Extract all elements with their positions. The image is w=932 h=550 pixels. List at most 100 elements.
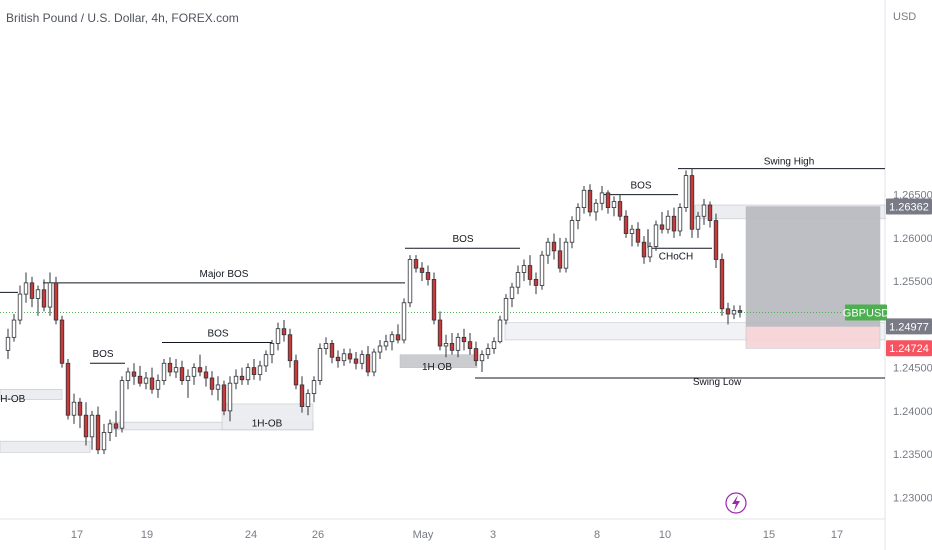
- candle-body: [581, 189, 587, 209]
- candle-body: [689, 175, 695, 230]
- candle-body: [161, 362, 167, 381]
- candle-body: [731, 310, 737, 315]
- candle: [209, 371, 215, 396]
- candle-body: [623, 215, 629, 234]
- candle: [113, 410, 119, 437]
- candle: [353, 352, 359, 370]
- candle: [71, 393, 77, 424]
- candle: [137, 365, 143, 387]
- candle-body: [173, 367, 179, 373]
- candle-body: [245, 367, 251, 381]
- candle-body: [203, 371, 209, 379]
- candle: [635, 222, 641, 247]
- candle-body: [377, 345, 383, 353]
- candle-body: [233, 375, 239, 384]
- candle: [647, 242, 653, 263]
- candle: [683, 170, 689, 212]
- candle-body: [557, 250, 563, 269]
- lightning-icon[interactable]: [725, 492, 747, 514]
- candle-body: [383, 341, 389, 347]
- x-tick-label: 15: [763, 529, 775, 541]
- candle-body: [365, 354, 371, 373]
- candle: [215, 376, 221, 401]
- candle-body: [659, 224, 665, 230]
- candle-body: [611, 201, 617, 208]
- annotation-label: CHoCH: [659, 252, 693, 263]
- candle: [401, 298, 407, 344]
- candle: [545, 237, 551, 264]
- candle: [305, 389, 311, 416]
- candle-body: [305, 393, 311, 407]
- candle: [611, 196, 617, 217]
- annotation-label: Swing Low: [693, 377, 742, 388]
- candle: [395, 324, 401, 344]
- candle: [701, 198, 707, 225]
- annotation-label: BOS: [452, 234, 473, 245]
- candle: [557, 237, 563, 273]
- candle-body: [719, 259, 725, 310]
- price-label-text: GBPUSD: [843, 308, 890, 320]
- candle: [533, 272, 539, 295]
- candle-body: [563, 241, 569, 269]
- price-label-tag: [886, 198, 932, 215]
- candle-body: [587, 189, 593, 213]
- candle-body: [449, 343, 455, 351]
- order-block-zone: [0, 440, 91, 453]
- candle-body: [737, 310, 743, 313]
- y-tick-label: 1.24000: [893, 406, 932, 418]
- candle-body: [107, 423, 113, 433]
- candle: [383, 334, 389, 351]
- candle: [617, 194, 623, 221]
- candle: [563, 237, 569, 273]
- candle-body: [485, 348, 491, 356]
- candle: [389, 331, 395, 351]
- candle-body: [533, 278, 539, 286]
- candle: [41, 279, 47, 312]
- candle-body: [347, 353, 353, 360]
- candle: [251, 358, 257, 380]
- candle: [329, 339, 335, 364]
- x-tick-label: May: [413, 529, 434, 541]
- candle-body: [677, 207, 683, 232]
- candle: [443, 334, 449, 358]
- candle-body: [83, 414, 89, 438]
- x-tick-label: 26: [312, 529, 324, 541]
- candle-body: [11, 319, 17, 338]
- candle-body: [509, 286, 515, 299]
- candle-body: [95, 414, 101, 451]
- candle-body: [71, 401, 77, 416]
- stop-zone: [745, 326, 881, 349]
- order-block-zone: [399, 354, 478, 368]
- candle-body: [275, 328, 281, 344]
- candle: [347, 348, 353, 364]
- candle: [239, 367, 245, 385]
- candle-body: [269, 343, 275, 356]
- candle: [599, 185, 605, 211]
- currency-label: USD: [893, 11, 916, 23]
- candle: [95, 406, 101, 455]
- candle: [707, 201, 713, 228]
- candle-body: [701, 204, 707, 217]
- candle: [509, 282, 515, 308]
- candle: [497, 315, 503, 344]
- annotation-label: 1H-OB: [0, 394, 26, 405]
- candle: [257, 360, 263, 381]
- candle: [17, 285, 23, 325]
- candle-body: [125, 371, 131, 382]
- price-label-tag: [845, 304, 887, 321]
- candle: [83, 402, 89, 446]
- price-label-text: 1.26362: [889, 202, 929, 214]
- candle-body: [113, 423, 119, 429]
- candle-body: [539, 254, 545, 286]
- candle-body: [359, 354, 365, 364]
- annotation-label: 1H-OB: [252, 418, 283, 429]
- candle-body: [497, 319, 503, 343]
- candle-body: [413, 259, 419, 269]
- candle-body: [527, 265, 533, 280]
- candle-body: [299, 384, 305, 407]
- candle: [425, 265, 431, 286]
- candle: [485, 343, 491, 359]
- annotation-label: BOS: [92, 349, 113, 360]
- candle: [491, 337, 497, 354]
